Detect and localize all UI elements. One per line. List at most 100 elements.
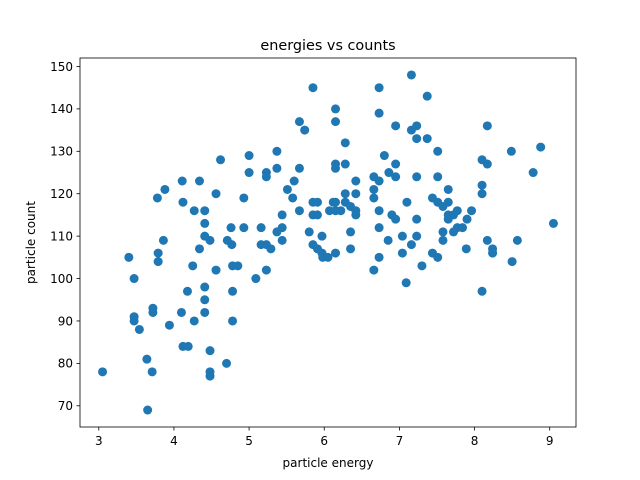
data-point (308, 83, 318, 93)
data-point (216, 155, 226, 165)
data-point (452, 206, 462, 216)
data-point (369, 193, 379, 203)
data-point (331, 163, 341, 173)
data-point (183, 341, 193, 351)
data-point (383, 235, 393, 245)
data-point (176, 307, 186, 317)
data-point (412, 214, 422, 224)
data-point (346, 227, 356, 237)
data-point (153, 257, 163, 267)
data-point (374, 206, 384, 216)
data-point (438, 227, 448, 237)
data-point (288, 193, 298, 203)
data-point (222, 358, 232, 368)
data-point (391, 159, 401, 169)
data-point (256, 223, 266, 233)
data-point (374, 108, 384, 118)
y-tick-label: 150 (50, 60, 73, 74)
x-tick-label: 3 (95, 434, 103, 448)
data-point (461, 244, 471, 254)
y-tick-label: 140 (50, 102, 73, 116)
data-point (272, 163, 282, 173)
x-tick-label: 9 (546, 434, 554, 448)
data-point (422, 91, 432, 101)
data-point (147, 367, 157, 377)
data-point (178, 197, 188, 207)
data-point (124, 252, 134, 262)
data-point (277, 235, 287, 245)
x-tick-label: 6 (320, 434, 328, 448)
data-point (312, 210, 322, 220)
y-tick-label: 120 (50, 187, 73, 201)
data-point (152, 193, 162, 203)
data-point (336, 206, 346, 216)
y-tick-label: 70 (58, 399, 73, 413)
data-point (374, 252, 384, 262)
data-point (239, 193, 249, 203)
data-point (462, 214, 472, 224)
y-tick-label: 110 (50, 229, 73, 243)
data-point (433, 252, 443, 262)
data-point (548, 218, 558, 228)
data-point (482, 159, 492, 169)
data-point (384, 168, 394, 178)
x-tick-label: 4 (170, 434, 178, 448)
data-point (323, 252, 333, 262)
data-point (244, 168, 254, 178)
data-point (164, 320, 174, 330)
data-point (200, 282, 210, 292)
data-point (312, 197, 322, 207)
data-point (512, 235, 522, 245)
data-point (482, 121, 492, 131)
data-point (244, 151, 254, 161)
data-point (506, 146, 516, 156)
data-point (477, 189, 487, 199)
data-point (443, 184, 453, 194)
data-point (177, 176, 187, 186)
data-point (507, 257, 517, 267)
data-point (391, 172, 401, 182)
y-axis: 70 80 90 100 110 120 130 140 150 (50, 60, 80, 413)
data-point (369, 265, 379, 275)
data-point (188, 261, 198, 271)
data-point (331, 197, 341, 207)
data-point (374, 223, 384, 233)
y-tick-label: 130 (50, 145, 73, 159)
data-point (351, 210, 361, 220)
data-point (438, 235, 448, 245)
data-point (422, 134, 432, 144)
data-point (406, 70, 416, 80)
data-point (277, 223, 287, 233)
chart-title: energies vs counts (260, 38, 395, 54)
data-point (153, 248, 163, 258)
data-point (226, 223, 236, 233)
data-point (277, 210, 287, 220)
data-point (148, 303, 158, 313)
data-point (205, 235, 215, 245)
data-point (488, 248, 498, 258)
data-point (211, 265, 221, 275)
data-point (282, 184, 292, 194)
data-point (228, 316, 238, 326)
data-point (412, 134, 422, 144)
data-point (433, 146, 443, 156)
data-point (482, 235, 492, 245)
data-point (340, 189, 350, 199)
data-point (143, 405, 153, 415)
data-point (189, 206, 199, 216)
data-point (351, 189, 361, 199)
data-point (477, 180, 487, 190)
data-point (158, 235, 168, 245)
data-point (233, 261, 243, 271)
data-point (205, 371, 215, 381)
data-point (272, 146, 282, 156)
data-point (194, 244, 204, 254)
data-point (391, 214, 401, 224)
data-point (129, 316, 139, 326)
x-tick-label: 5 (245, 434, 253, 448)
x-tick-label: 8 (471, 434, 479, 448)
data-point (374, 176, 384, 186)
data-point (261, 172, 271, 182)
data-point (182, 286, 192, 296)
data-point (467, 206, 477, 216)
